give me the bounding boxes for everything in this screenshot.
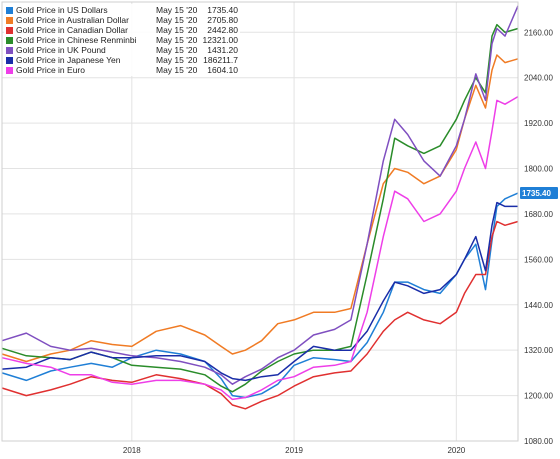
- y-tick-label: 1080.00: [524, 437, 553, 446]
- legend-date: May 15 '20: [156, 25, 198, 35]
- x-tick-label: 2019: [285, 446, 303, 455]
- legend-value: 2705.80: [207, 15, 238, 25]
- legend-date: May 15 '20: [156, 65, 198, 75]
- legend-series-name: Gold Price in Euro: [16, 65, 85, 75]
- legend-value: 12321.00: [202, 35, 238, 45]
- chart-legend: Gold Price in US Dollars May 15 '20 1735.4…: [4, 4, 240, 76]
- series-line-gold-price-in-canadian-dollar: [1, 220, 519, 410]
- legend-value: 1604.10: [207, 65, 238, 75]
- legend-swatch: [6, 6, 13, 14]
- y-tick-label: 1680.00: [524, 210, 553, 219]
- series-line-gold-price-in-euro: [1, 95, 519, 401]
- legend-value: 1431.20: [207, 45, 238, 55]
- legend-swatch: [6, 56, 13, 64]
- legend-value: 2442.80: [207, 25, 238, 35]
- y-tick-label: 1440.00: [524, 301, 553, 310]
- y-tick-label: 1800.00: [524, 165, 553, 174]
- series-line-gold-price-in-uk-pound: [1, 5, 519, 385]
- y-tick-label: 2040.00: [524, 74, 553, 83]
- x-tick-label: 2018: [123, 446, 141, 455]
- legend-date: May 15 '20: [156, 15, 198, 25]
- legend-item: Gold Price in Euro May 15 '20 1604.10: [6, 65, 238, 75]
- grid-lines: [2, 2, 518, 442]
- legend-value: 1735.40: [207, 5, 238, 15]
- legend-series-name: Gold Price in US Dollars: [16, 5, 108, 15]
- legend-series-name: Gold Price in Canadian Dollar: [16, 25, 128, 35]
- legend-series-name: Gold Price in Japanese Yen: [16, 55, 121, 65]
- legend-series-name: Gold Price in Australian Dollar: [16, 15, 129, 25]
- series-line-gold-price-in-chinese-renminbi: [1, 23, 519, 393]
- legend-value: 186211.7: [203, 55, 238, 65]
- series-line-gold-price-in-australian-dollar: [1, 54, 519, 363]
- series-line-gold-price-in-japanese-yen: [1, 201, 518, 382]
- y-tick-label: 1560.00: [524, 255, 553, 264]
- legend-series-name: Gold Price in Chinese Renminbi: [16, 35, 137, 45]
- legend-item: Gold Price in Japanese Yen May 15 '20 1862…: [6, 55, 238, 65]
- plot-frame: [1, 1, 519, 442]
- legend-swatch: [6, 16, 13, 24]
- legend-item: Gold Price in Canadian Dollar May 15 '20 2…: [6, 25, 238, 35]
- legend-date: May 15 '20: [156, 55, 198, 65]
- legend-item: Gold Price in US Dollars May 15 '20 1735.4…: [6, 5, 238, 15]
- current-value-label: 1735.40: [522, 189, 551, 198]
- legend-date: May 15 '20: [156, 5, 198, 15]
- legend-date: May 15 '20: [156, 45, 198, 55]
- y-tick-label: 1920.00: [524, 119, 553, 128]
- legend-swatch: [6, 66, 13, 74]
- legend-swatch: [6, 36, 13, 44]
- legend-date: May 15 '20: [156, 35, 198, 45]
- legend-item: Gold Price in Australian Dollar May 15 '2…: [6, 15, 238, 25]
- y-tick-label: 1320.00: [524, 346, 553, 355]
- y-tick-label: 1200.00: [524, 392, 553, 401]
- legend-swatch: [6, 26, 13, 34]
- legend-item: Gold Price in UK Pound May 15 '20 1431.20: [6, 45, 238, 55]
- series-line-gold-price-in-us-dollars: [1, 192, 519, 399]
- current-value-badge: [520, 186, 558, 199]
- x-tick-label: 2020: [447, 446, 465, 455]
- legend-swatch: [6, 46, 13, 54]
- y-tick-label: 2160.00: [524, 28, 553, 37]
- legend-item: Gold Price in Chinese Renminbi May 15 '20…: [6, 35, 238, 45]
- legend-series-name: Gold Price in UK Pound: [16, 45, 106, 55]
- series-lines: [1, 5, 519, 410]
